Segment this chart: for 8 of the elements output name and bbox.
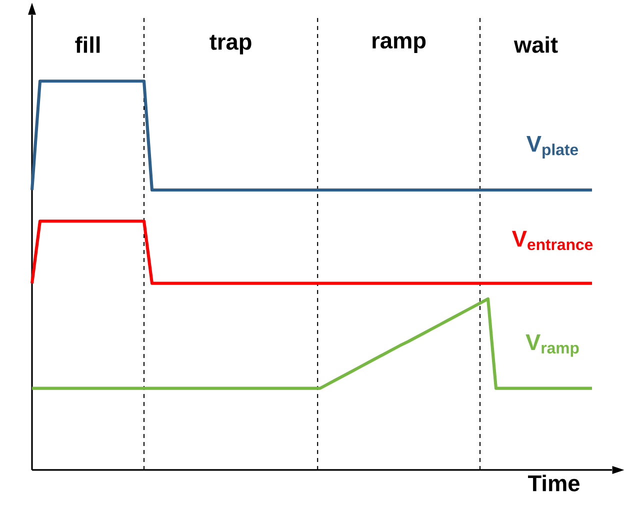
text: trap [210, 34, 252, 54]
series-label: V$_{plate}$ [526, 136, 578, 158]
text: wait [514, 36, 558, 53]
text: ramp [372, 36, 426, 54]
text: fill [75, 36, 100, 53]
x-axis-title: Time [528, 474, 580, 492]
series-label: V$_{entrance}$ [512, 230, 593, 250]
series-label: V$_{ramp}$ [526, 334, 579, 357]
